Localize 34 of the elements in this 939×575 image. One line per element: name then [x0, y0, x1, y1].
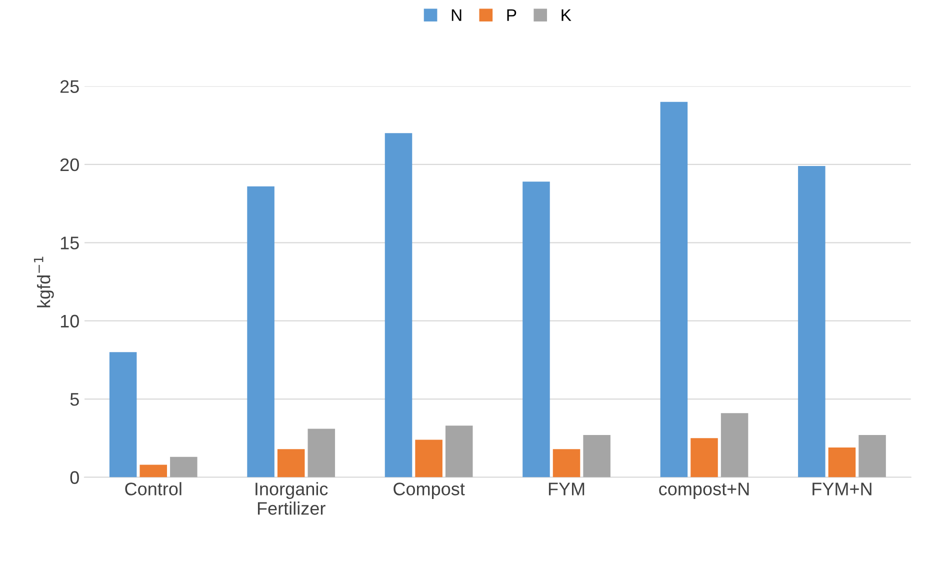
- bar: [720, 413, 748, 478]
- bar: [858, 435, 886, 478]
- bar: [140, 464, 168, 478]
- bar: [170, 456, 198, 478]
- legend-label: N: [452, 9, 462, 21]
- bar: [828, 448, 856, 478]
- x-tick-label: Inorganic Fertilizer: [256, 482, 328, 515]
- y-axis-title: kgfd$^{−1}$: [34, 256, 54, 308]
- x-tick-label: Compost: [394, 482, 465, 499]
- y-tick-label: 5: [70, 393, 79, 406]
- x-tick-label: compost+N: [659, 482, 749, 499]
- bar: [798, 166, 826, 478]
- bar: [522, 182, 550, 478]
- x-tick-label: FYM+N: [812, 482, 872, 496]
- legend-label: P: [507, 9, 516, 21]
- bar: [445, 426, 473, 478]
- bar: [247, 186, 274, 478]
- bar: [109, 352, 137, 478]
- bar: [690, 438, 718, 478]
- bar: [583, 435, 610, 478]
- x-tick-label: FYM: [548, 482, 584, 496]
- bar: [308, 428, 336, 478]
- y-tick-label: 15: [60, 236, 79, 250]
- bar: [415, 440, 442, 478]
- legend-label: K: [562, 9, 572, 21]
- y-tick-label: 20: [60, 158, 79, 172]
- bar: [384, 133, 412, 478]
- x-tick-label: Control: [125, 482, 182, 496]
- bar: [660, 102, 688, 478]
- bar: [552, 449, 580, 478]
- y-tick-label: 10: [60, 314, 79, 328]
- y-tick-label: 0: [70, 471, 79, 484]
- y-tick-label: 25: [60, 80, 79, 93]
- bar: [277, 449, 305, 478]
